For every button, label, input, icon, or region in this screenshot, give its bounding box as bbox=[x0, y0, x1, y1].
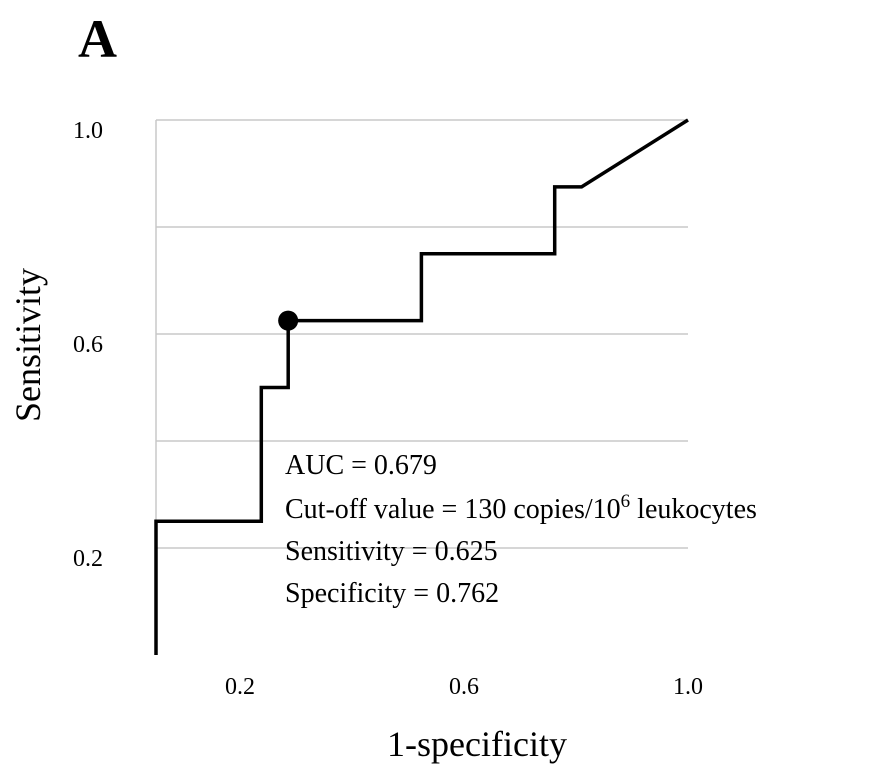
x-tick-label: 0.6 bbox=[449, 674, 479, 700]
cutoff-superscript: 6 bbox=[621, 491, 631, 512]
cutoff-point-marker bbox=[278, 310, 299, 331]
cutoff-annotation: Cut-off value = 130 copies/106 leukocyte… bbox=[285, 491, 757, 525]
cutoff-prefix: Cut-off value = 130 copies/10 bbox=[285, 494, 621, 525]
auc-annotation: AUC = 0.679 bbox=[285, 450, 437, 481]
x-tick-label: 1.0 bbox=[673, 674, 703, 700]
y-tick-label: 0.6 bbox=[73, 332, 103, 358]
x-tick-label: 0.2 bbox=[225, 674, 255, 700]
x-tick-labels: 0.2 0.6 1.0 bbox=[225, 674, 703, 700]
specificity-annotation: Specificity = 0.762 bbox=[285, 578, 499, 609]
sensitivity-annotation: Sensitivity = 0.625 bbox=[285, 536, 498, 567]
y-tick-label: 1.0 bbox=[73, 118, 103, 144]
annotation-block: AUC = 0.679 Cut-off value = 130 copies/1… bbox=[285, 450, 757, 609]
cutoff-suffix: leukocytes bbox=[630, 494, 757, 525]
y-tick-labels: 0.2 0.6 1.0 bbox=[73, 118, 103, 572]
roc-curve bbox=[154, 118, 689, 655]
grid-lines bbox=[156, 119, 688, 549]
y-axis-title: Sensitivity bbox=[8, 268, 48, 422]
x-axis-title: 1-specificity bbox=[387, 724, 567, 764]
panel-label: A bbox=[78, 9, 117, 69]
y-tick-label: 0.2 bbox=[73, 546, 103, 572]
